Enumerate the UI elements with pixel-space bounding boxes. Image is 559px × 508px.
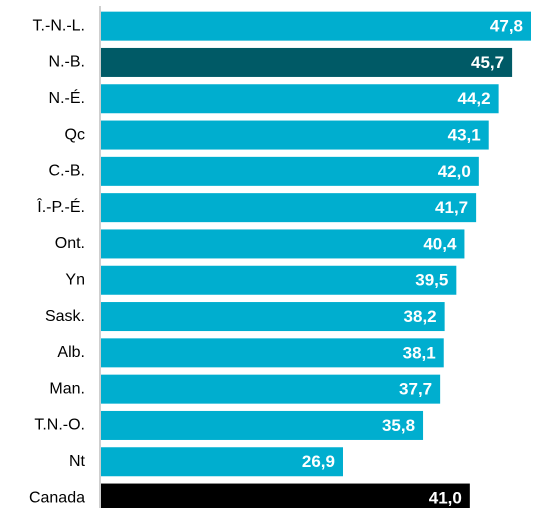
value-label: 44,2 (458, 89, 491, 108)
bar (101, 229, 465, 259)
value-label: 38,1 (403, 343, 436, 362)
y-tick-label: Qc (65, 126, 85, 143)
value-label: 47,8 (490, 17, 523, 36)
y-tick-label: T.N.-O. (34, 417, 85, 434)
y-tick-label: Nt (69, 453, 86, 470)
y-tick-label: Alb. (57, 344, 85, 361)
value-label: 43,1 (448, 126, 481, 145)
bar (101, 447, 343, 477)
value-label: 37,7 (399, 380, 432, 399)
value-label: 45,7 (471, 53, 504, 72)
y-tick-label: N.-É. (49, 88, 85, 107)
bar (101, 11, 531, 41)
y-tick-label: T.-N.-L. (33, 17, 85, 34)
bar (101, 265, 457, 295)
value-label: 42,0 (438, 162, 471, 181)
value-label: 41,7 (435, 198, 468, 217)
bar (101, 374, 441, 404)
bar (101, 84, 499, 114)
value-label: 39,5 (415, 271, 448, 290)
bar (101, 193, 477, 223)
value-label: 41,0 (429, 489, 462, 508)
y-tick-label: Î.-P.-É. (36, 197, 85, 216)
y-tick-label: Ont. (55, 235, 85, 252)
value-label: 35,8 (382, 416, 415, 435)
y-tick-label: Man. (49, 380, 85, 397)
bar (101, 47, 513, 77)
bar (101, 302, 445, 332)
bar (101, 410, 424, 440)
value-label: 38,2 (404, 307, 437, 326)
y-tick-label: N.-B. (49, 54, 85, 71)
y-tick-label: C.-B. (49, 163, 85, 180)
value-label: 40,4 (423, 234, 457, 253)
bar (101, 120, 489, 150)
y-tick-label: Canada (29, 489, 85, 506)
bar (101, 156, 479, 186)
value-label: 26,9 (302, 452, 335, 471)
y-tick-label: Sask. (45, 308, 85, 325)
bar (101, 338, 444, 368)
bar (101, 483, 470, 508)
y-tick-label: Yn (65, 271, 85, 288)
